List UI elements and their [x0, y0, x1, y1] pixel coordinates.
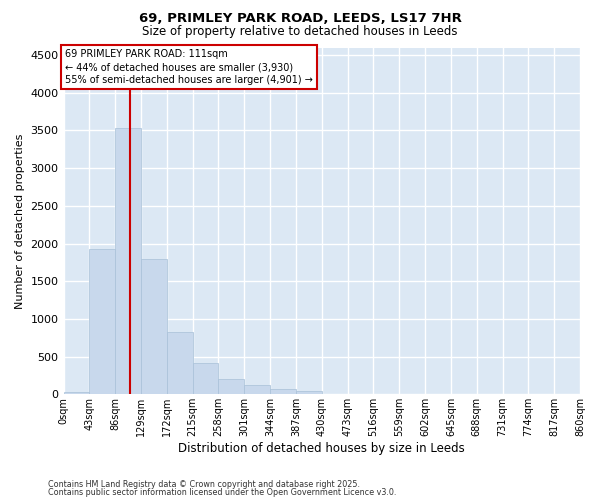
Bar: [244, 385, 270, 394]
Y-axis label: Number of detached properties: Number of detached properties: [15, 133, 25, 308]
Bar: [270, 389, 296, 394]
Text: Size of property relative to detached houses in Leeds: Size of property relative to detached ho…: [142, 25, 458, 38]
Bar: [296, 392, 322, 394]
Text: Contains public sector information licensed under the Open Government Licence v3: Contains public sector information licen…: [48, 488, 397, 497]
Text: 69 PRIMLEY PARK ROAD: 111sqm
← 44% of detached houses are smaller (3,930)
55% of: 69 PRIMLEY PARK ROAD: 111sqm ← 44% of de…: [65, 49, 313, 86]
Bar: [218, 379, 244, 394]
Bar: [89, 249, 115, 394]
Text: 69, PRIMLEY PARK ROAD, LEEDS, LS17 7HR: 69, PRIMLEY PARK ROAD, LEEDS, LS17 7HR: [139, 12, 461, 26]
Bar: [167, 332, 193, 394]
Bar: [193, 362, 218, 394]
Title: 69, PRIMLEY PARK ROAD, LEEDS, LS17 7HR
Size of property relative to detached hou: 69, PRIMLEY PARK ROAD, LEEDS, LS17 7HR S…: [0, 499, 1, 500]
Bar: [141, 258, 167, 394]
X-axis label: Distribution of detached houses by size in Leeds: Distribution of detached houses by size …: [178, 442, 465, 455]
Text: Contains HM Land Registry data © Crown copyright and database right 2025.: Contains HM Land Registry data © Crown c…: [48, 480, 360, 489]
Bar: [64, 392, 89, 394]
Bar: [115, 128, 141, 394]
